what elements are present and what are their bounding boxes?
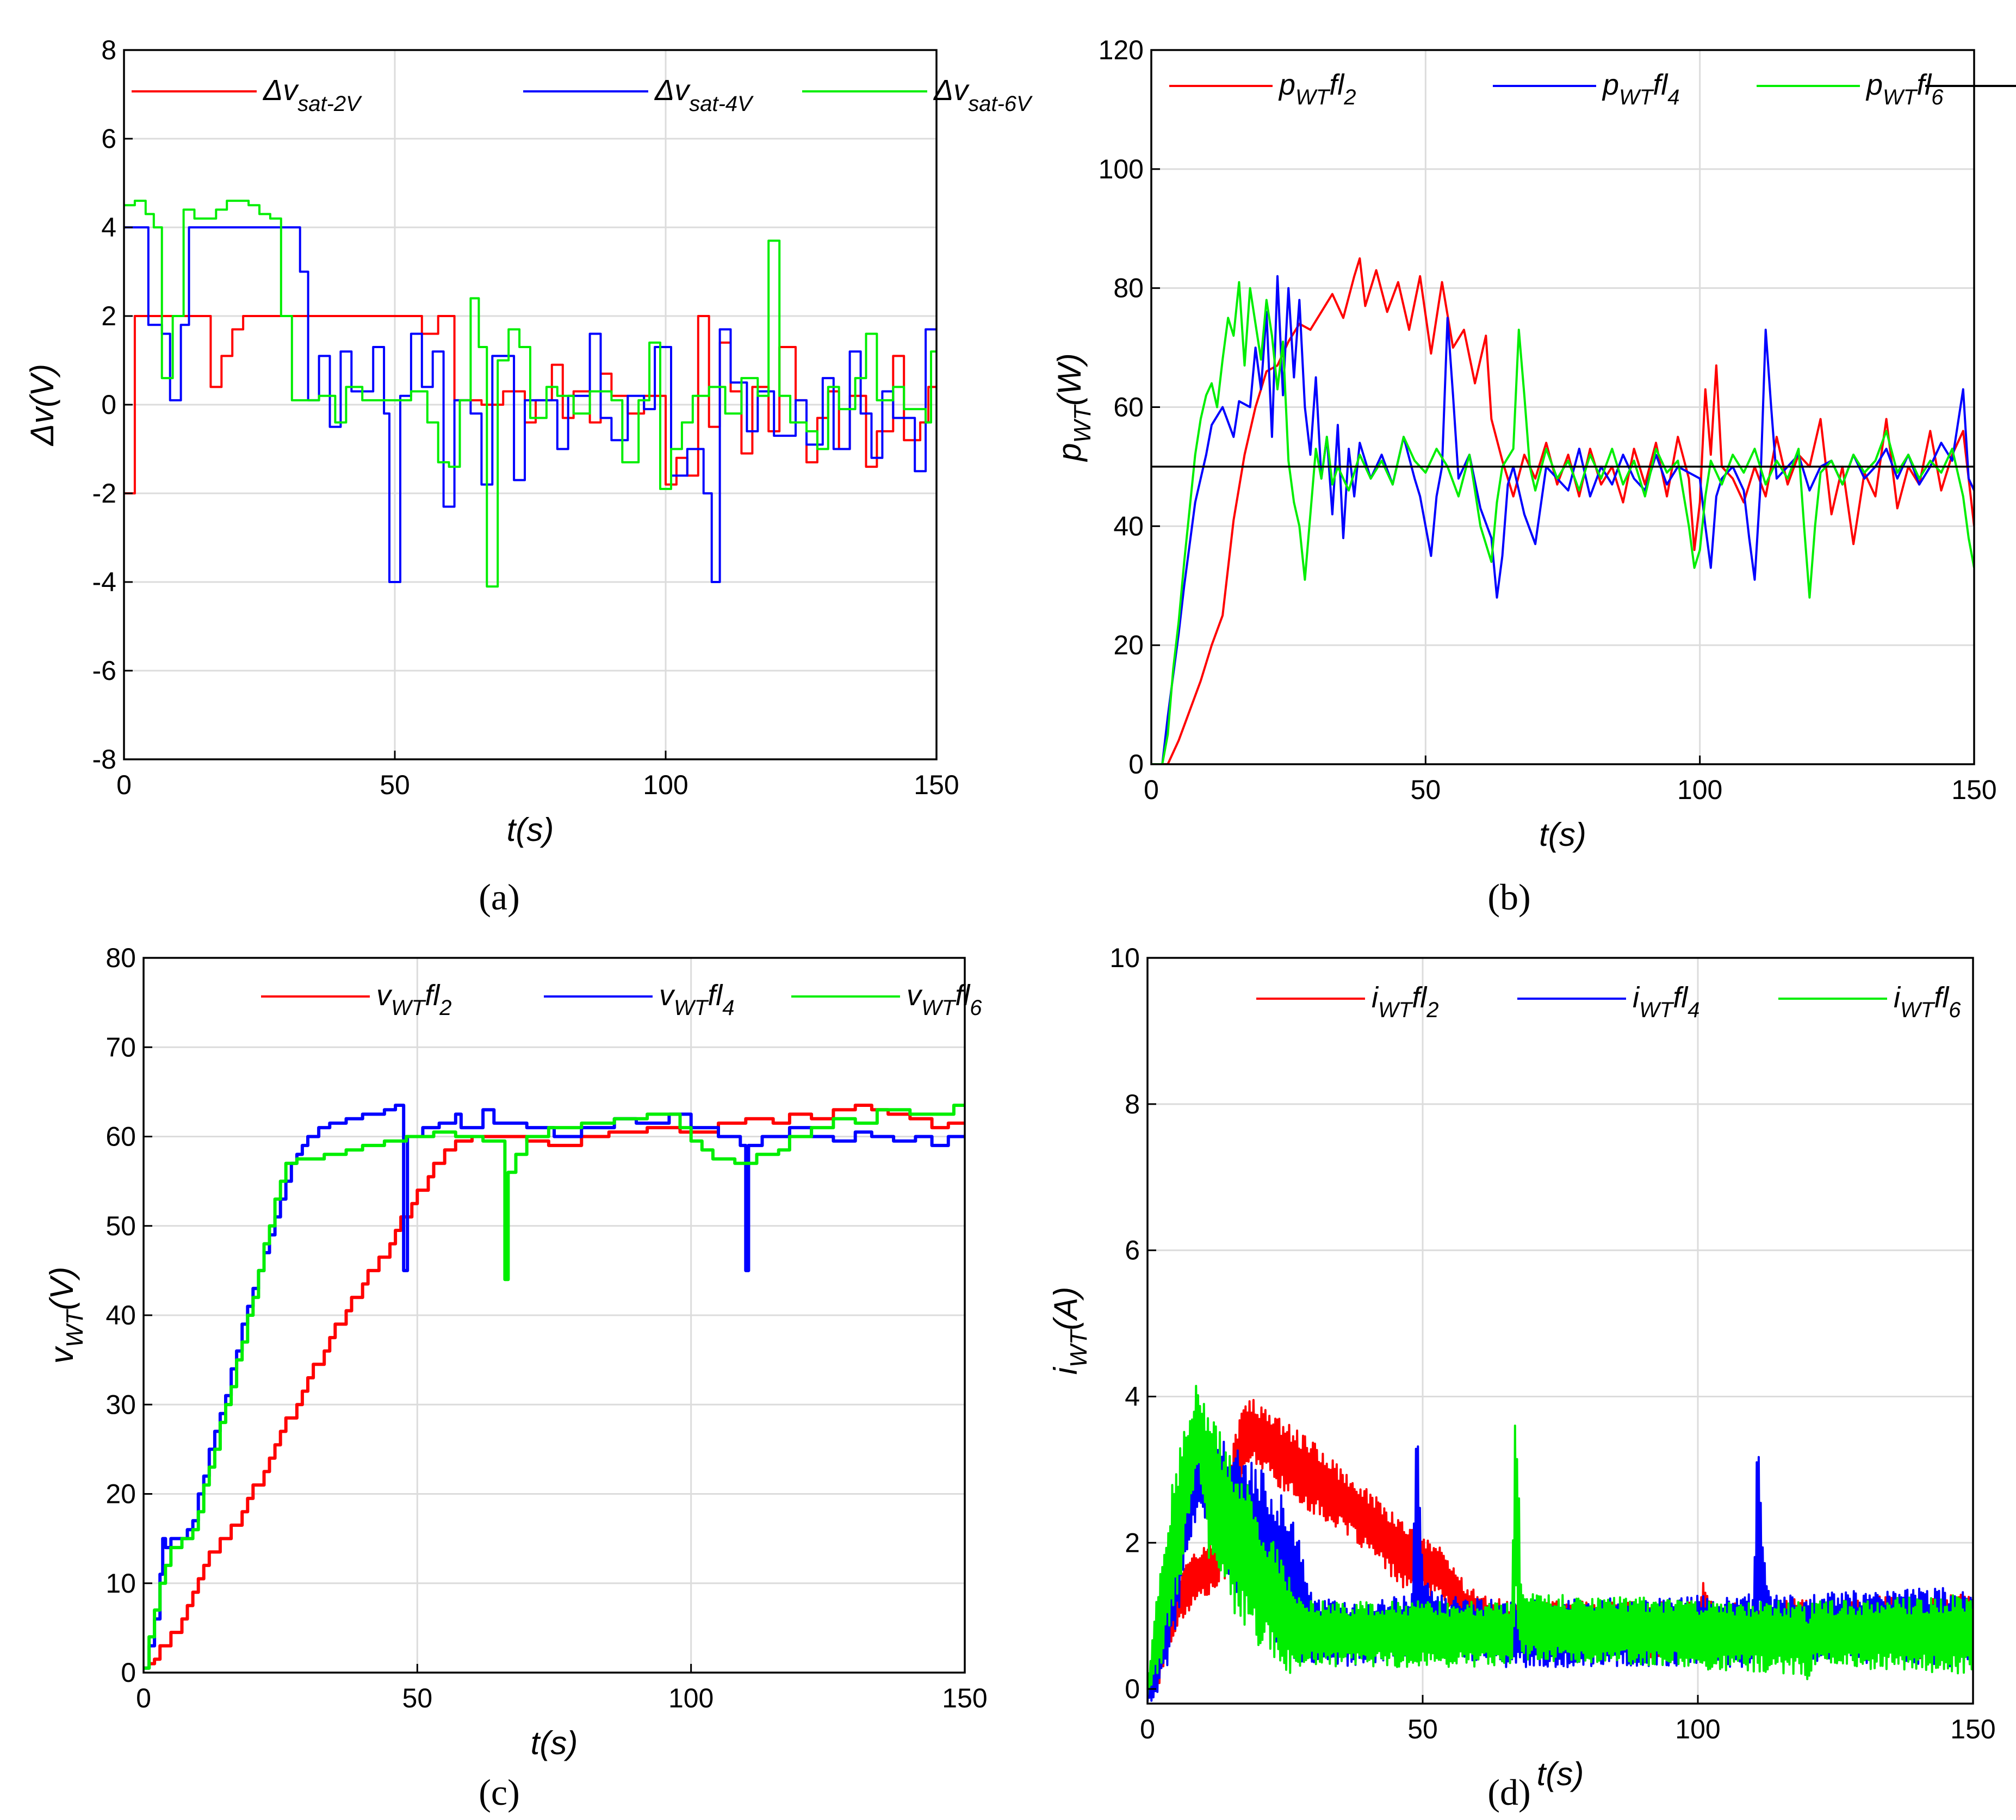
- x-tick-label-b: 0: [1144, 775, 1159, 805]
- x-tick-label-d: 100: [1675, 1714, 1720, 1744]
- y-tick-label-a: 8: [101, 35, 116, 65]
- y-tick-label-d: 4: [1125, 1381, 1140, 1412]
- y-tick-label-b: 0: [1128, 749, 1144, 779]
- series-line-c-2: [144, 1104, 965, 1670]
- x-tick-label-a: 100: [643, 770, 688, 800]
- series-line-d-2: [1147, 1385, 1973, 1695]
- y-tick-label-a: -2: [92, 478, 116, 509]
- y-tick-label-c: 20: [106, 1479, 136, 1509]
- y-tick-label-c: 60: [106, 1122, 136, 1152]
- y-tick-label-d: 10: [1109, 943, 1140, 973]
- y-tick-label-c: 80: [106, 943, 136, 973]
- y-tick-label-a: -6: [92, 655, 116, 686]
- y-tick-label-a: 4: [101, 212, 116, 243]
- y-tick-label-a: 2: [101, 301, 116, 331]
- x-tick-label-c: 0: [136, 1683, 151, 1713]
- y-tick-label-c: 10: [106, 1568, 136, 1599]
- y-tick-label-c: 70: [106, 1032, 136, 1062]
- x-tick-label-d: 50: [1407, 1714, 1438, 1744]
- caption-d: (d): [1487, 1772, 1530, 1813]
- legend-label-a-0: Δvsat-2V: [262, 74, 362, 116]
- x-tick-label-a: 50: [380, 770, 410, 800]
- x-axis-label-d: t(s): [1537, 1756, 1584, 1792]
- y-tick-label-a: -4: [92, 567, 116, 597]
- series-line-c-0: [144, 1104, 965, 1670]
- y-tick-label-c: 0: [121, 1657, 136, 1688]
- x-tick-label-b: 50: [1411, 775, 1441, 805]
- legend-label-b-0: pWTfl2: [1278, 69, 1356, 109]
- y-tick-label-b: 20: [1113, 630, 1144, 660]
- y-tick-label-d: 0: [1125, 1674, 1140, 1704]
- caption-a: (a): [479, 876, 519, 918]
- x-tick-label-d: 150: [1950, 1714, 1995, 1744]
- legend-label-c-0: vWTfl2: [376, 979, 451, 1020]
- legend-label-c-1: vWTfl4: [659, 979, 734, 1020]
- legend-label-d-2: iWTfl6: [1894, 981, 1961, 1022]
- x-tick-label-b: 100: [1677, 775, 1722, 805]
- x-tick-label-c: 50: [402, 1683, 433, 1713]
- y-tick-label-a: 6: [101, 123, 116, 154]
- y-tick-label-c: 40: [106, 1300, 136, 1330]
- y-tick-label-a: -8: [92, 744, 116, 775]
- legend-label-d-0: iWTfl2: [1372, 981, 1438, 1022]
- panel-a-chart: 0 50 100 150 -8 -6 -4 -2 0 2 4 6 8 t(s) Δv(V) Δvsat-2V Δ…: [24, 35, 1033, 848]
- y-axis-label-b: pWT(W): [1051, 353, 1096, 462]
- series-line-a-1: [124, 226, 936, 583]
- panel-d-chart: 0 50 100 150 0 2 4 6 8 10 t(s) iWT(A) iWTfl2 iWTfl4 iW…: [1047, 943, 1996, 1792]
- y-tick-label-b: 120: [1099, 35, 1144, 65]
- y-tick-label-b: 40: [1113, 511, 1144, 541]
- y-tick-label-c: 30: [106, 1389, 136, 1420]
- y-tick-label-d: 6: [1125, 1235, 1140, 1266]
- panel-c-chart: 0 50 100 150 0 10 20 30 40 50 60 70 80 t(s) vWT(V) vWTf…: [44, 943, 988, 1761]
- legend-label-a-2: Δvsat-6V: [933, 74, 1033, 116]
- legend-label-a-1: Δvsat-4V: [654, 74, 754, 116]
- series-line-c-1: [144, 1104, 965, 1670]
- panel-b-chart: 0 50 100 150 0 20 40 60 80 100 120 t(s) pWT(W) pWTfl2…: [1051, 35, 2016, 853]
- series-line-b-2: [1151, 281, 1974, 764]
- x-axis-label-b: t(s): [1539, 816, 1586, 853]
- caption-b: (b): [1487, 876, 1530, 918]
- y-tick-label-d: 8: [1125, 1089, 1140, 1119]
- x-tick-label-a: 0: [116, 770, 132, 800]
- series-line-a-2: [124, 200, 936, 588]
- y-axis-label-d: iWT(A): [1047, 1287, 1092, 1375]
- legend-label-d-1: iWTfl4: [1633, 981, 1699, 1022]
- x-tick-label-c: 150: [942, 1683, 987, 1713]
- y-axis-label-c: vWT(V): [44, 1267, 88, 1364]
- y-tick-label-b: 60: [1113, 392, 1144, 423]
- y-tick-label-b: 80: [1113, 273, 1144, 304]
- x-tick-label-c: 100: [668, 1683, 714, 1713]
- legend-label-b-1: pWTfl4: [1602, 69, 1679, 109]
- x-tick-label-d: 0: [1140, 1714, 1155, 1744]
- caption-c: (c): [479, 1772, 519, 1813]
- y-tick-label-a: 0: [101, 389, 116, 420]
- x-tick-label-a: 150: [914, 770, 959, 800]
- y-axis-label-a: Δv(V): [24, 364, 60, 447]
- axes-box-d: [1146, 957, 1974, 1705]
- legend-label-b-2: pWTfl6: [1865, 69, 1944, 109]
- y-tick-label-c: 50: [106, 1211, 136, 1241]
- x-axis-label-c: t(s): [531, 1725, 578, 1761]
- x-axis-label-a: t(s): [507, 812, 554, 848]
- y-tick-label-b: 100: [1099, 154, 1144, 184]
- y-tick-label-d: 2: [1125, 1527, 1140, 1558]
- x-tick-label-b: 150: [1951, 775, 1996, 805]
- legend-label-c-2: vWTfl6: [907, 979, 982, 1020]
